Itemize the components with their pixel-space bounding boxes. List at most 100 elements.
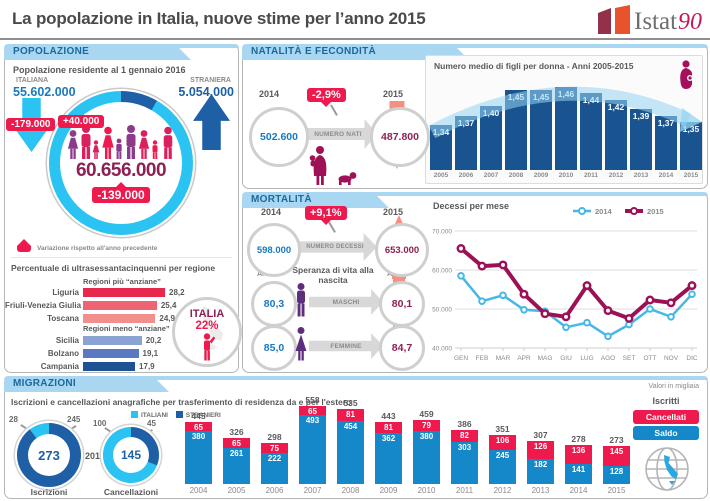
migration-segment-saldo: 182: [527, 458, 554, 484]
iscritti-legend-label: Iscritti: [652, 396, 680, 406]
natalita-year-2014: 2014: [259, 89, 280, 99]
data-point-2014: [562, 323, 570, 332]
tab-mortalita: MORTALITÀ: [242, 192, 389, 208]
fertility-bar-value: 1,37: [657, 118, 675, 128]
migration-segment-value: 128: [609, 467, 624, 477]
month-label: DIC: [686, 355, 698, 362]
region-name: Liguria: [52, 288, 79, 297]
fertility-bar-value: 1,39: [632, 111, 650, 121]
migration-bar-column: 298 75 222 2006: [261, 431, 288, 495]
tab-migrazioni: MIGRAZIONI: [4, 376, 169, 392]
fertility-bar: 1,34: [430, 125, 452, 170]
y-tick-label: 60.000: [432, 268, 452, 275]
migration-segment-cancellati: 106: [489, 435, 516, 450]
migration-segment-value: 261: [229, 448, 244, 458]
data-point-2015: [624, 313, 634, 323]
tab-popolazione: POPOLAZIONE: [4, 44, 191, 60]
decessi-2015-value: 653.000: [375, 223, 429, 277]
migration-year-label: 2005: [227, 486, 246, 495]
mother-baby-icon: [309, 146, 357, 185]
section-divider: [11, 257, 232, 258]
natalita-year-2015: 2015: [383, 89, 404, 99]
migration-segment-cancellati: 79: [413, 419, 440, 431]
person-figure-icon: [116, 138, 122, 159]
straniera-value: 5.054.000: [178, 85, 234, 99]
month-label: GEN: [454, 355, 468, 362]
decessi-2014-value: 598.000: [247, 223, 301, 277]
deaths-line-2015: [459, 246, 694, 321]
numero-decessi-arrow: NUMERO DECESSI: [293, 233, 377, 261]
fertility-bar-column: 1,37 2006: [455, 116, 477, 179]
legend-label: 2014: [595, 207, 613, 216]
region-name: Bolzano: [47, 349, 79, 358]
data-point-2014: [583, 318, 591, 327]
migration-segment-value: 65: [308, 407, 317, 417]
svg-text:Istat: Istat: [634, 8, 677, 35]
younger-regions-bars: Sicilia 20,2 Bolzano 19,1 Campania 17,9: [5, 334, 161, 373]
migration-segment-value: 493: [305, 416, 320, 426]
fertility-year-label: 2008: [508, 172, 524, 179]
fertility-bar-column: 1,42 2012: [605, 100, 627, 179]
variation-legend: Variazione rispetto all'anno precedente: [17, 239, 158, 252]
migration-bar-column: 445 65 380 2004: [185, 411, 212, 495]
data-point-2015: [603, 306, 613, 316]
person-figure-icon: [67, 130, 79, 159]
migration-total-value: 278: [571, 434, 586, 445]
fertility-bar-value: 1,45: [507, 92, 525, 102]
natalita-delta-badge: -2,9%: [307, 88, 346, 107]
panel-popolazione: POPOLAZIONE Popolazione residente al 1 g…: [4, 44, 242, 373]
tab-natalita: NATALITÀ E FECONDITÀ: [242, 44, 469, 60]
italia-average-badge: ITALIA 22%: [172, 297, 242, 367]
fertility-bar-column: 1,34 2005: [430, 125, 452, 179]
month-label: NOV: [664, 355, 679, 362]
migration-segment-saldo: 303: [451, 441, 478, 484]
panel-top-strip: [242, 44, 708, 48]
svg-text:90: 90: [678, 9, 702, 35]
istat-logo-icon: Istat 90: [598, 5, 702, 35]
migration-year-label: 2006: [265, 486, 284, 495]
fertility-bar-value: 1,40: [482, 108, 500, 118]
person-figure-icon: [92, 140, 100, 159]
fertility-bar: 1,42: [605, 100, 627, 170]
month-label: AGO: [601, 355, 615, 362]
italiana-label: ITALIANA: [16, 77, 49, 84]
fertility-bar: 1,37: [655, 116, 677, 170]
migration-segment-value: 65: [194, 422, 203, 432]
fertility-year-label: 2006: [458, 172, 474, 179]
region-value: 24,9: [159, 314, 175, 323]
region-bar: [83, 288, 165, 297]
total-delta-badge: -139.000: [92, 182, 150, 203]
data-point-2015: [645, 295, 655, 305]
life-expectancy-title: Speranza di vita alla nascita: [292, 265, 374, 285]
migration-segment-saldo: 380: [185, 430, 212, 484]
migration-bar-column: 443 81 362 2009: [375, 411, 402, 495]
region-bar: [83, 349, 139, 358]
data-point-2015: [687, 281, 697, 291]
legend-marker: [630, 207, 638, 215]
migration-segment-value: 454: [343, 421, 358, 431]
nati-2015-value: 487.800: [370, 107, 430, 167]
cancellati-legend-badge: Cancellati: [633, 410, 699, 424]
panel-mortalita: MORTALITÀ 2014 2015 +9,1% 598.000 NUMERO…: [242, 192, 708, 373]
italiana-delta-badge: -179.000: [6, 118, 56, 131]
migration-segment-value: 245: [495, 450, 510, 460]
fertility-bars: 1,34 2005 1,37 2006 1,40 2007 1,45 2008 1,45 2009…: [426, 56, 702, 183]
person-figure-icon: [126, 125, 136, 159]
fertility-year-label: 2013: [633, 172, 649, 179]
migration-segment-cancellati: 126: [527, 441, 554, 459]
migration-total-value: 298: [267, 431, 282, 442]
variation-badge-icon: [17, 239, 31, 252]
italia-label: ITALIA: [189, 308, 225, 320]
maschi-arrow: MASCHI: [309, 289, 383, 315]
deaths-chart-title: Decessi per mese: [433, 201, 510, 211]
fertility-bar-value: 1,45: [532, 92, 550, 102]
region-name: Friuli-Venezia Giulia: [5, 301, 82, 310]
month-label: GIU: [560, 355, 572, 362]
donut-year-label: 2015: [85, 451, 106, 461]
iscrizioni-stranieri-value: 245: [67, 415, 81, 424]
regions-chart-title: Percentuale di ultrasessantacinquenni pe…: [11, 263, 216, 273]
migration-segment-cancellati: 136: [565, 445, 592, 465]
migration-bar-column: 459 79 380 2010: [413, 409, 440, 495]
variation-legend-text: Variazione rispetto all'anno precedente: [37, 244, 158, 252]
